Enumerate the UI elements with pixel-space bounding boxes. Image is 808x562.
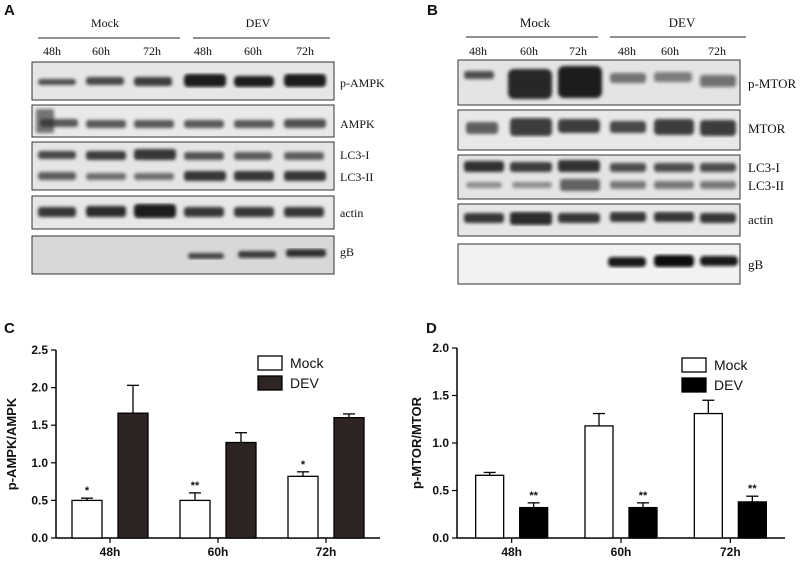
significance-mark: ** xyxy=(191,480,200,492)
blot-a-row-label: gB xyxy=(340,245,354,259)
bar-mock xyxy=(71,499,103,539)
x-tick-label: 60h xyxy=(208,545,229,559)
significance-mark: ** xyxy=(529,490,538,502)
blot-b-row-label: LC3-II xyxy=(748,178,784,193)
bar-mock xyxy=(287,475,319,539)
blot-b-row-label: MTOR xyxy=(748,121,786,136)
bar-dev xyxy=(117,412,149,539)
bar-mock xyxy=(584,425,614,539)
significance-mark: * xyxy=(301,459,306,471)
y-axis-label: p-AMPK/AMPK xyxy=(4,397,19,490)
panel-label-a: A xyxy=(4,2,15,19)
y-tick-label: 0.5 xyxy=(432,484,449,498)
blot-a-row-label: LC3-II xyxy=(340,170,373,184)
blot-b-time: 48h xyxy=(618,44,636,58)
blot-b-group-mock: Mock xyxy=(520,15,551,30)
x-tick-label: 60h xyxy=(611,545,632,559)
x-tick-label: 72h xyxy=(316,545,337,559)
chart-d: 0.0 0.5 1.0 1.5 2.0 p-MTOR/MTOR 48h ** 60h ** 72h *… xyxy=(409,341,785,559)
significance-mark: ** xyxy=(748,483,757,495)
blot-b-group-dev: DEV xyxy=(669,15,696,30)
x-tick-label: 48h xyxy=(501,545,522,559)
blot-a-row-label: p-AMPK xyxy=(340,76,385,90)
blot-a-time: 60h xyxy=(92,44,110,58)
blot-b-row-label: p-MTOR xyxy=(748,76,796,91)
legend-label-mock: Mock xyxy=(290,355,324,371)
chart-c: 0.0 0.5 1.0 1.5 2.0 2.5 p-AMPK/AMPK 48h * 60h ** 72… xyxy=(4,343,380,559)
significance-mark: * xyxy=(85,485,90,497)
y-tick-label: 0.0 xyxy=(432,531,449,545)
panel-label-b: B xyxy=(427,2,438,19)
panel-label-c: C xyxy=(4,320,15,337)
blot-a-time: 48h xyxy=(43,44,61,58)
blot-b-row-label: LC3-I xyxy=(748,160,780,175)
bar-mock xyxy=(179,499,211,539)
y-tick-label: 2.0 xyxy=(31,381,48,395)
blot-a-time: 48h xyxy=(194,44,212,58)
y-tick-label: 0.0 xyxy=(31,531,48,545)
panel-label-d: D xyxy=(426,320,437,337)
y-tick-label: 1.0 xyxy=(31,456,48,470)
bar-dev xyxy=(333,417,365,539)
y-tick-label: 1.5 xyxy=(432,389,449,403)
blot-panel-a: Mock DEV 48h 60h 72h 48h 60h 72h p-AMPK xyxy=(31,16,385,275)
legend-label-dev: DEV xyxy=(290,375,319,391)
bar-dev xyxy=(225,441,257,539)
blot-b-time: 48h xyxy=(469,44,487,58)
x-tick-label: 48h xyxy=(100,545,121,559)
legend-label-mock: Mock xyxy=(714,357,748,373)
legend-label-dev: DEV xyxy=(714,377,743,393)
bar-dev xyxy=(628,506,658,539)
blot-a-row-label: actin xyxy=(340,206,363,220)
y-tick-label: 1.5 xyxy=(31,418,48,432)
legend-swatch-mock xyxy=(681,357,707,373)
y-tick-label: 1.0 xyxy=(432,436,449,450)
x-tick-label: 72h xyxy=(720,545,741,559)
legend-swatch-dev xyxy=(681,377,707,393)
significance-mark: ** xyxy=(639,490,648,502)
legend-swatch-mock xyxy=(257,355,283,371)
blot-a-time: 72h xyxy=(296,44,314,58)
blot-a-time: 72h xyxy=(143,44,161,58)
blot-b-row-label: actin xyxy=(748,212,774,227)
blot-b-time: 60h xyxy=(661,44,679,58)
bar-dev xyxy=(737,501,767,539)
legend-swatch-dev xyxy=(257,375,283,391)
y-axis-label: p-MTOR/MTOR xyxy=(409,396,424,489)
bar-mock xyxy=(693,412,723,539)
y-tick-label: 2.5 xyxy=(31,343,48,357)
blot-b-time: 72h xyxy=(708,44,726,58)
blot-a-row-label: LC3-I xyxy=(340,148,369,162)
y-tick-label: 2.0 xyxy=(432,341,449,355)
blot-b-time: 72h xyxy=(569,44,587,58)
y-tick-label: 0.5 xyxy=(31,493,48,507)
western-blots: Mock DEV 48h 60h 72h 48h 60h 72h p-AMPK xyxy=(31,15,796,285)
bar-mock xyxy=(475,474,505,539)
blot-a-group-mock: Mock xyxy=(91,16,119,30)
blot-a-group-dev: DEV xyxy=(246,16,271,30)
blot-b-row-label: gB xyxy=(748,257,764,272)
blot-b-time: 60h xyxy=(520,44,538,58)
blot-panel-b: Mock DEV 48h 60h 72h 48h 60h 72h p-MTOR xyxy=(457,15,796,285)
blot-a-row-label: AMPK xyxy=(340,117,375,131)
bar-dev xyxy=(519,506,549,539)
blot-a-time: 60h xyxy=(244,44,262,58)
